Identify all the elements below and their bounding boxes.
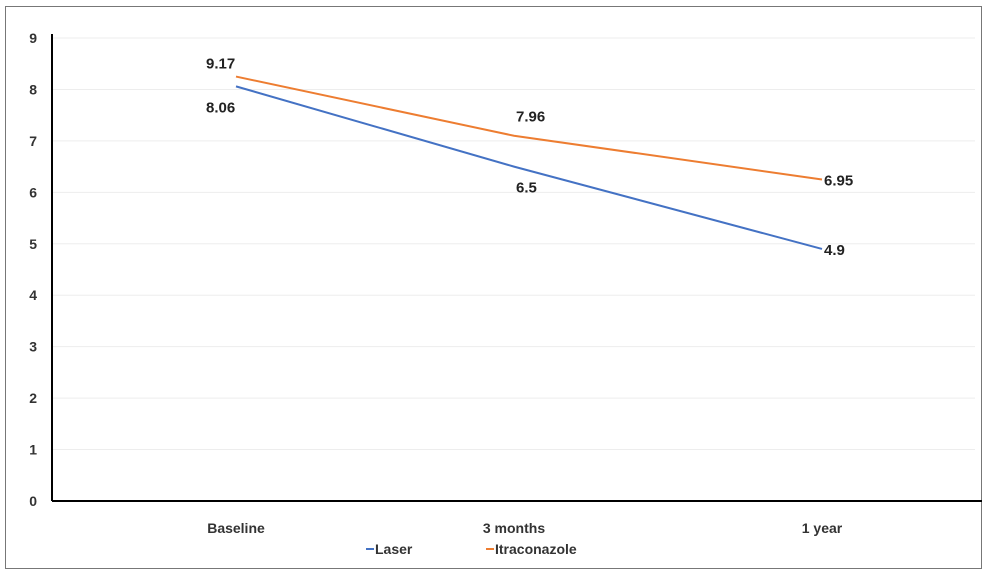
y-tick-label: 0 xyxy=(29,493,37,509)
y-tick-label: 7 xyxy=(29,133,37,149)
y-tick-label: 5 xyxy=(29,236,37,252)
x-tick-label: Baseline xyxy=(207,520,265,536)
series-line-itraconazole xyxy=(235,75,823,181)
data-label: 9.17 xyxy=(206,56,235,73)
y-tick-label: 8 xyxy=(29,81,37,97)
x-tick-label: 3 months xyxy=(483,520,545,536)
y-tick-label: 3 xyxy=(29,339,37,355)
legend-label: Itraconazole xyxy=(495,541,577,557)
legend-label: Laser xyxy=(375,541,413,557)
data-label: 4.9 xyxy=(824,242,845,259)
data-label: 6.95 xyxy=(824,172,853,189)
y-tick-label: 2 xyxy=(29,390,37,406)
y-tick-label: 6 xyxy=(29,184,37,200)
x-tick-label: 1 year xyxy=(802,520,843,536)
data-label: 6.5 xyxy=(516,180,537,197)
data-label: 8.06 xyxy=(206,99,235,116)
y-tick-label: 4 xyxy=(29,287,37,303)
data-label: 7.96 xyxy=(516,109,545,126)
y-tick-label: 9 xyxy=(29,30,37,46)
chart-frame xyxy=(5,6,982,569)
y-tick-label: 1 xyxy=(29,442,37,458)
series-line-laser xyxy=(235,85,823,250)
